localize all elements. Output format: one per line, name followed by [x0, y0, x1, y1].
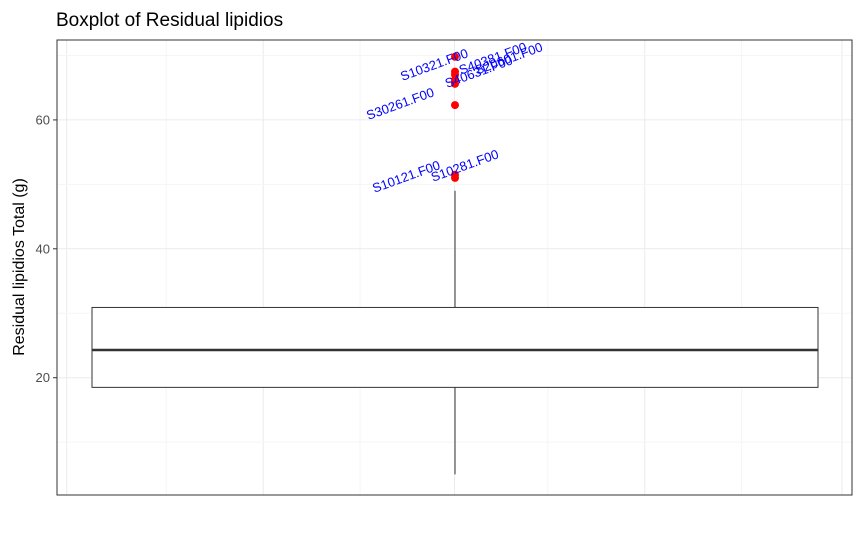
outlier-point — [451, 52, 459, 61]
y-tick-label: 20 — [36, 370, 50, 385]
y-tick-label: 60 — [36, 112, 50, 127]
outlier-points — [451, 52, 459, 182]
box-layer — [91, 190, 819, 475]
panel-border — [56, 39, 853, 496]
iqr-box — [91, 306, 819, 388]
outlier-point — [451, 173, 459, 182]
y-axis: 20 40 60 — [36, 112, 57, 385]
y-axis-label: Residual lipidios Total (g) — [11, 178, 28, 356]
outlier-point — [451, 79, 459, 88]
outlier-label: S30261.F00 — [364, 85, 436, 123]
chart-title: Boxplot of Residual lipidios — [56, 10, 283, 31]
outlier-point — [451, 101, 459, 110]
y-tick-label: 40 — [36, 241, 50, 256]
